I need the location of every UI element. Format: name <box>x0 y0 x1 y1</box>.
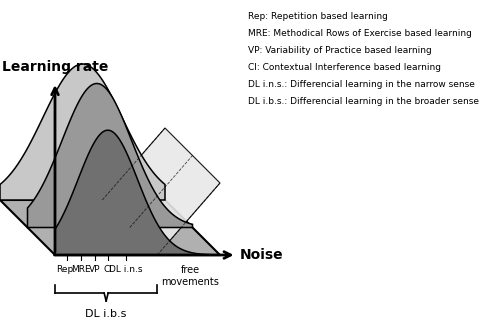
Polygon shape <box>0 64 165 200</box>
Polygon shape <box>28 84 193 227</box>
Text: Noise: Noise <box>240 248 284 262</box>
Text: DL i.b.s: DL i.b.s <box>86 309 127 319</box>
Text: Rep: Repetition based learning: Rep: Repetition based learning <box>248 12 388 21</box>
Text: MRE: MRE <box>72 265 91 274</box>
Text: VP: Variability of Practice based learning: VP: Variability of Practice based learni… <box>248 46 432 55</box>
Text: free
movements: free movements <box>161 265 219 287</box>
Text: Learning rate: Learning rate <box>2 60 108 74</box>
Text: DL i.b.s.: Differencial learning in the broader sense: DL i.b.s.: Differencial learning in the … <box>248 97 479 106</box>
Text: MRE: Methodical Rows of Exercise based learning: MRE: Methodical Rows of Exercise based l… <box>248 29 472 38</box>
Polygon shape <box>0 200 220 255</box>
Text: CI: Contextual Interference based learning: CI: Contextual Interference based learni… <box>248 63 441 72</box>
Text: VP: VP <box>89 265 100 274</box>
Polygon shape <box>102 128 220 255</box>
Text: DL i.n.s.: Differencial learning in the narrow sense: DL i.n.s.: Differencial learning in the … <box>248 80 475 89</box>
Text: CI: CI <box>104 265 112 274</box>
Polygon shape <box>55 130 220 255</box>
Text: DL i.n.s: DL i.n.s <box>109 265 143 274</box>
Text: Rep.: Rep. <box>57 265 76 274</box>
